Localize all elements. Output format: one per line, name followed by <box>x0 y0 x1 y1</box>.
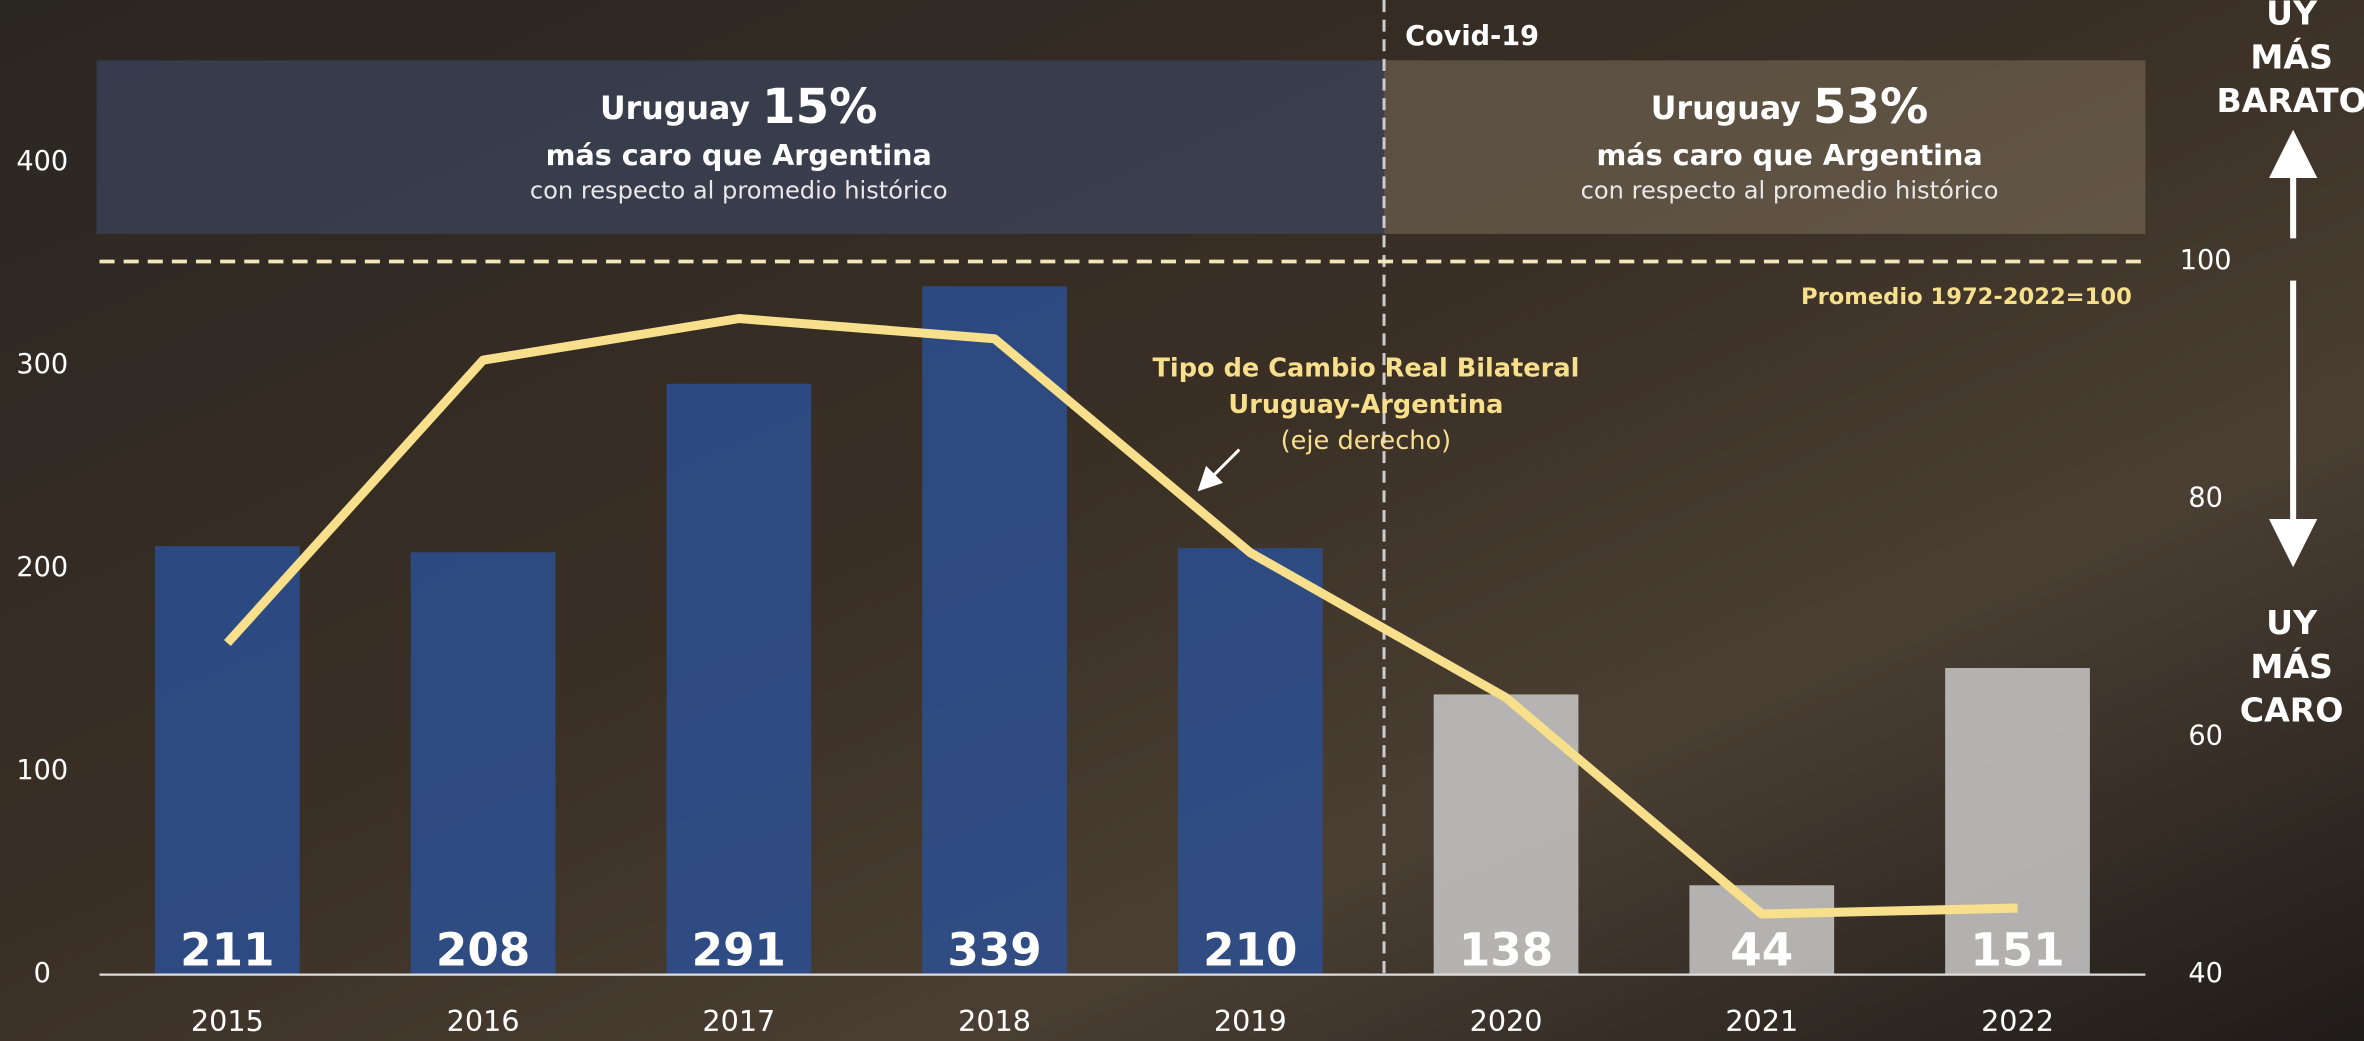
y-tick-label: 300 <box>16 349 68 380</box>
bar-value-label: 339 <box>947 923 1041 976</box>
line-note: (eje derecho) <box>1281 426 1452 456</box>
panel-right <box>1384 60 2146 234</box>
y2-tick-label: 60 <box>2188 720 2223 751</box>
headline: Uruguay <box>600 91 750 127</box>
bar-value-label: 151 <box>1970 923 2064 976</box>
figure: 15% <box>762 79 877 135</box>
y2-tick-label: 40 <box>2188 958 2223 989</box>
x-tick-label: 2017 <box>702 1004 775 1038</box>
y-tick-label: 0 <box>34 958 51 989</box>
right-note: UY <box>2266 603 2318 642</box>
reference-label: Promedio 1972-2022=100 <box>1801 284 2132 310</box>
x-tick-label: 2015 <box>191 1004 264 1038</box>
panel-headline: Uruguay 53% <box>1651 79 1929 135</box>
bar <box>1945 668 2090 975</box>
x-tick-label: 2019 <box>1214 1004 1287 1038</box>
bar-value-label: 208 <box>436 923 530 976</box>
bar-value-label: 291 <box>692 923 786 976</box>
x-tick-label: 2020 <box>1470 1004 1543 1038</box>
bar <box>155 546 300 975</box>
panel-left <box>96 60 1385 234</box>
y2-tick-label: 80 <box>2188 483 2223 514</box>
right-note: MÁS <box>2250 36 2333 76</box>
bar-value-label: 44 <box>1730 923 1793 976</box>
panel-line2: con respecto al promedio histórico <box>530 177 948 205</box>
bar <box>410 552 556 975</box>
x-tick-label: 2016 <box>447 1004 520 1038</box>
x-tick-label: 2022 <box>1981 1004 2054 1038</box>
panel-line2: con respecto al promedio histórico <box>1581 177 1999 205</box>
line-note: Uruguay-Argentina <box>1228 390 1503 420</box>
y-tick-label: 400 <box>16 146 68 177</box>
note-arrow <box>1197 448 1241 492</box>
panel-headline: Uruguay 15% <box>600 79 878 135</box>
bar <box>1177 548 1323 975</box>
bar <box>922 286 1067 975</box>
bar-value-label: 210 <box>1203 923 1297 976</box>
figure: 53% <box>1813 79 1928 135</box>
bar-value-label: 211 <box>180 923 274 976</box>
bar <box>1689 885 1835 975</box>
right-note: CARO <box>2240 691 2344 730</box>
y2-tick-label: 100 <box>2180 245 2232 276</box>
x-tick-label: 2018 <box>958 1004 1031 1038</box>
divider-label: Covid-19 <box>1405 21 1539 52</box>
panel-line1: más caro que Argentina <box>1596 138 1982 172</box>
line-note: Tipo de Cambio Real Bilateral <box>1152 354 1579 384</box>
x-tick-label: 2021 <box>1725 1004 1798 1038</box>
headline: Uruguay <box>1651 91 1801 127</box>
bar-value-label: 138 <box>1459 923 1553 976</box>
right-note: MÁS <box>2250 646 2333 686</box>
right-note: UY <box>2266 0 2318 33</box>
panel-line1: más caro que Argentina <box>546 138 932 172</box>
bar <box>666 383 812 975</box>
line <box>224 314 2018 919</box>
right-note: BARATO <box>2216 81 2364 120</box>
y-tick-label: 100 <box>16 755 68 786</box>
y-tick-label: 200 <box>16 552 68 583</box>
